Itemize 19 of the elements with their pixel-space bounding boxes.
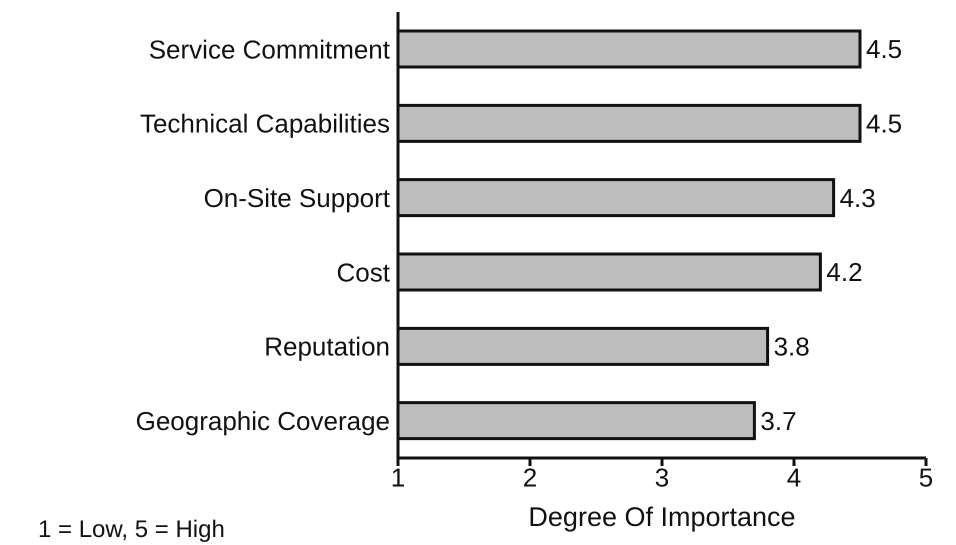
y-tick-label: Reputation	[264, 332, 390, 362]
x-tick-label: 3	[654, 462, 670, 492]
y-tick-label: Geographic Coverage	[136, 406, 390, 436]
x-tick-label: 4	[786, 462, 802, 492]
y-tick-label: Technical Capabilities	[140, 108, 390, 139]
data-label: 4.5	[866, 34, 902, 64]
x-tick-label: 1	[390, 462, 406, 492]
data-label: 3.7	[760, 406, 797, 436]
data-label: 3.8	[774, 332, 810, 362]
x-tick-label: 5	[918, 462, 934, 492]
y-tick-label: On-Site Support	[204, 183, 391, 214]
x-tick-label: 2	[522, 462, 538, 492]
data-label: 4.3	[840, 182, 876, 213]
data-label: 4.5	[866, 108, 902, 139]
text: 1 = Low, 5 = High	[38, 516, 225, 544]
y-tick-label: Cost	[336, 257, 391, 288]
data-label: 4.2	[826, 257, 863, 288]
y-tick-label: Service Commitment	[148, 34, 391, 64]
x-axis-title: Degree Of Importance	[527, 502, 797, 533]
